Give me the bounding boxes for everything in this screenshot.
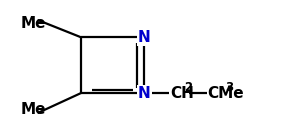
- Text: 2: 2: [184, 81, 192, 94]
- Text: CMe: CMe: [208, 86, 244, 101]
- Text: N: N: [138, 30, 151, 45]
- Text: CH: CH: [170, 86, 194, 101]
- Text: 3: 3: [225, 81, 233, 94]
- Text: Me: Me: [20, 102, 46, 117]
- Text: Me: Me: [20, 16, 46, 31]
- Text: N: N: [138, 86, 151, 101]
